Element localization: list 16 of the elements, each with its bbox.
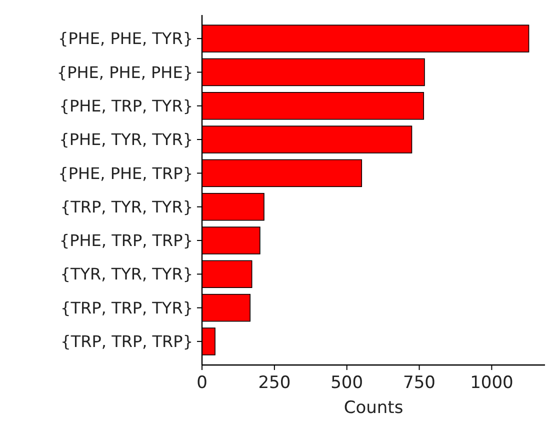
y-tick-label: {TYR, TYR, TYR} [60,264,193,284]
y-tick-label: {TRP, TRP, TRP} [60,332,193,352]
y-tick-label: {TRP, TYR, TYR} [60,197,193,216]
x-tick-label: 500 [330,373,364,393]
y-tick-label: {PHE, TRP, TRP} [59,231,193,250]
x-tick-label: 250 [258,373,291,393]
x-tick-label: 0 [196,373,208,393]
y-tick-label: {PHE, PHE, TRP} [58,164,193,183]
x-tick-label: 750 [403,373,436,393]
y-tick-label: {TRP, TRP, TYR} [60,298,193,318]
y-tick-label: {PHE, PHE, TYR} [58,29,193,48]
y-tick-label: {PHE, PHE, PHE} [56,62,193,82]
y-tick-label: {PHE, TRP, TYR} [59,96,193,116]
y-tick-label: {PHE, TYR, TYR} [59,130,193,150]
x-axis-title: Counts [344,398,404,418]
x-tick-label: 1000 [470,373,514,393]
